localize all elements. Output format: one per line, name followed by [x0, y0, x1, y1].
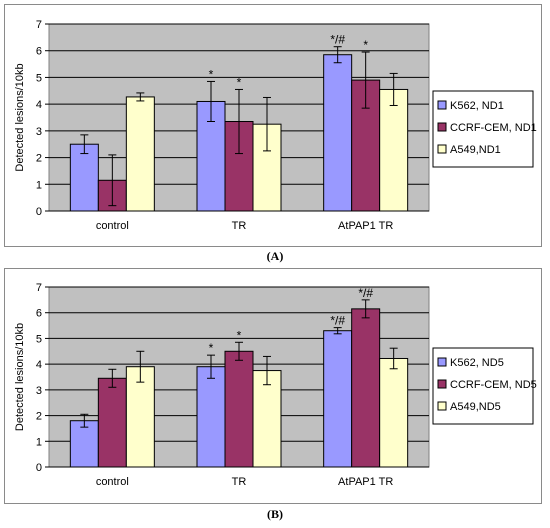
bar [224, 350, 254, 468]
legend-swatch [437, 144, 447, 154]
bar [323, 330, 353, 468]
x-tick-label: TR [232, 476, 247, 488]
legend-label: CCRF-CEM, ND1 [450, 122, 537, 134]
bar [323, 54, 353, 212]
legend-label: K562, ND5 [450, 357, 504, 369]
significance-label: * [363, 38, 368, 52]
y-tick-label: 3 [36, 126, 42, 138]
legend-label: CCRF-CEM, ND5 [450, 379, 537, 391]
x-tick-label: control [96, 220, 129, 232]
chart-b: 0 1 2 3 4 5 6 7 Detected lesions/10kb control * * TR… [14, 282, 537, 488]
chart-panel-a: 0 1 2 3 4 5 6 7 Detected lesions/10kb control * * TR… [4, 4, 542, 247]
y-tick-label: 6 [36, 308, 42, 320]
legend-label: K562, ND1 [450, 100, 504, 112]
significance-label: * [237, 75, 242, 89]
bar [196, 366, 226, 468]
chart-panel-b: 0 1 2 3 4 5 6 7 Detected lesions/10kb control * * TR… [4, 268, 542, 504]
bar [252, 370, 282, 468]
y-tick-label: 6 [36, 46, 42, 58]
x-tick-label: TR [232, 220, 247, 232]
significance-label: */# [358, 286, 373, 300]
bar [125, 96, 155, 212]
x-tick-label: AtPAP1 TR [338, 476, 393, 488]
significance-label: */# [330, 314, 345, 328]
bar [379, 357, 409, 468]
legend-box [432, 347, 534, 425]
legend-label: A549,ND1 [450, 144, 501, 156]
y-tick-label: 1 [36, 179, 42, 191]
legend-swatch [437, 401, 447, 411]
legend-swatch [437, 379, 447, 389]
y-tick-label: 2 [36, 411, 42, 423]
legend-swatch [437, 357, 447, 367]
bar [69, 420, 99, 468]
y-axis-title: Detected lesions/10kb [14, 63, 26, 171]
bar [69, 143, 99, 212]
chart-a: 0 1 2 3 4 5 6 7 Detected lesions/10kb control * * TR… [14, 19, 537, 232]
legend-label: A549,ND5 [450, 401, 501, 413]
significance-label: */# [330, 33, 345, 47]
y-tick-label: 0 [36, 206, 42, 218]
y-tick-label: 1 [36, 436, 42, 448]
y-tick-label: 2 [36, 153, 42, 165]
legend-box [432, 90, 534, 168]
legend-swatch [437, 100, 447, 110]
y-tick-label: 3 [36, 385, 42, 397]
y-tick-label: 0 [36, 462, 42, 474]
significance-label: * [209, 67, 214, 81]
legend-swatch [437, 122, 447, 132]
y-tick-label: 7 [36, 282, 42, 294]
bar [379, 88, 409, 212]
bar [351, 308, 381, 468]
y-tick-label: 5 [36, 72, 42, 84]
caption-a: (A) [266, 249, 284, 263]
y-axis-title: Detected lesions/10kb [14, 323, 26, 431]
significance-label: * [237, 328, 242, 342]
x-tick-label: AtPAP1 TR [338, 220, 393, 232]
caption-b: (B) [267, 507, 283, 521]
y-tick-label: 4 [36, 359, 42, 371]
y-tick-label: 4 [36, 99, 42, 111]
y-tick-label: 7 [36, 19, 42, 31]
bar [97, 377, 127, 468]
y-tick-label: 5 [36, 333, 42, 345]
x-tick-label: control [96, 476, 129, 488]
significance-label: * [209, 341, 214, 355]
